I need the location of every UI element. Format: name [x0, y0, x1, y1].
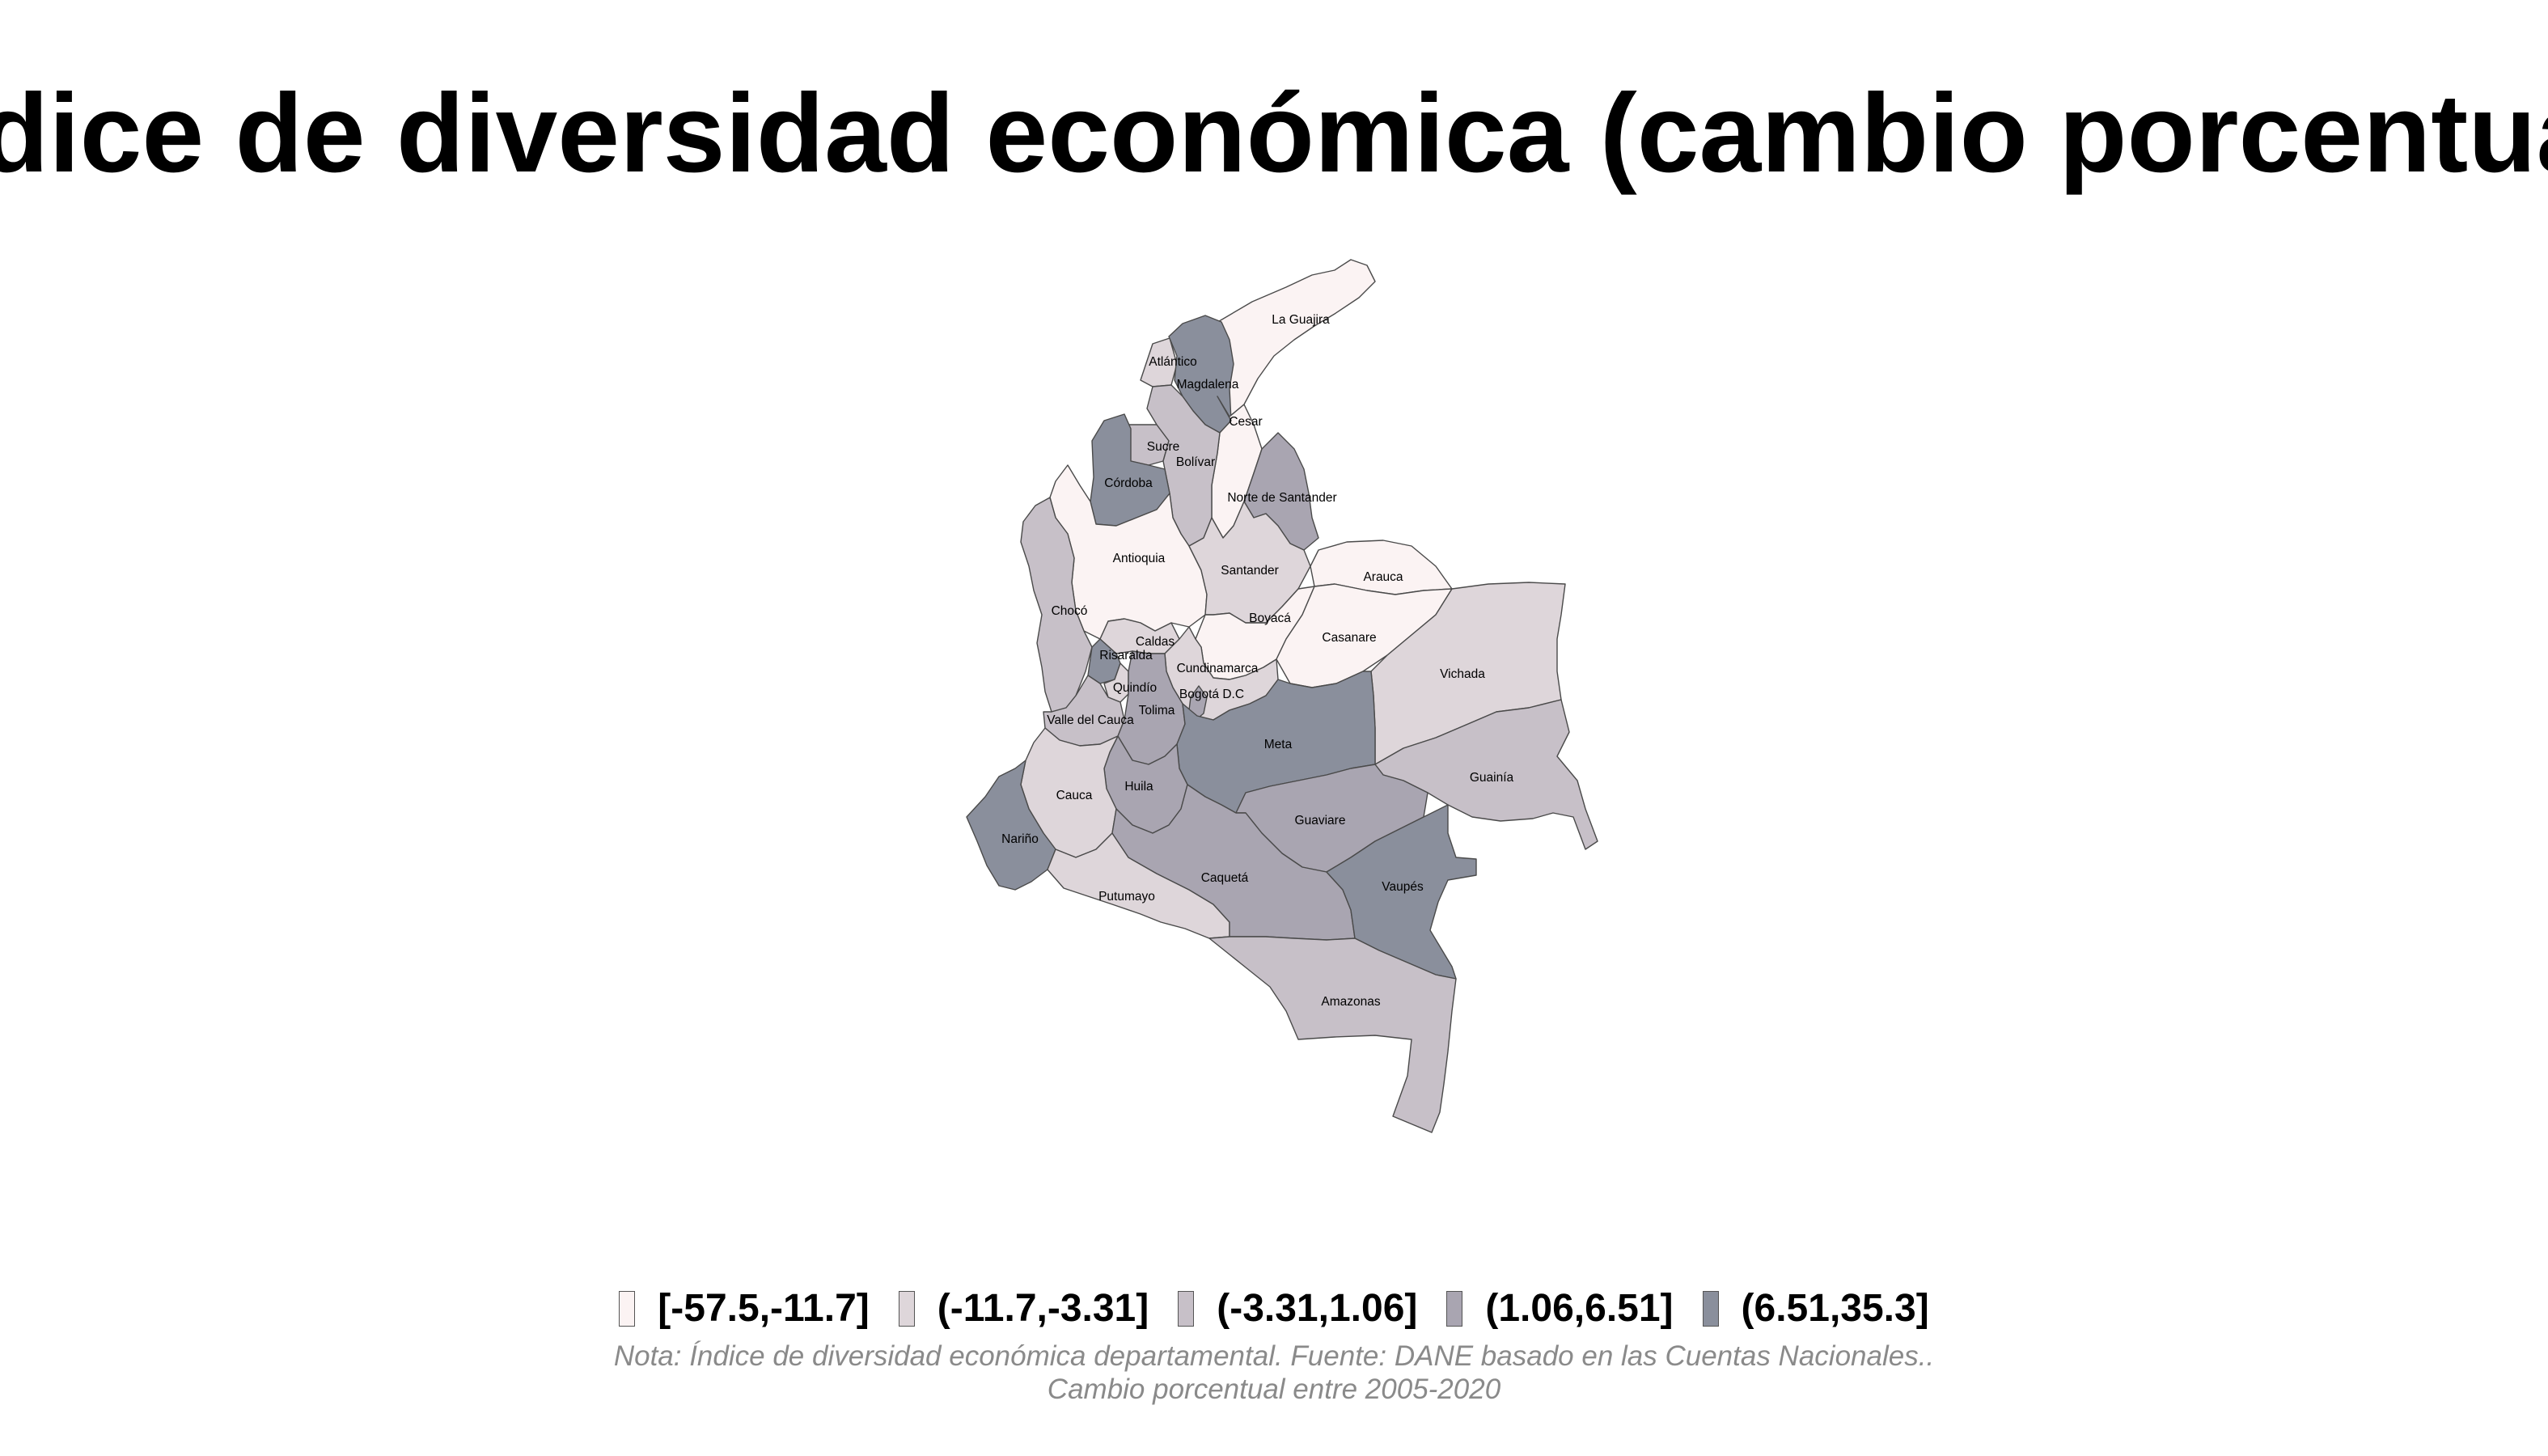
department-label-huila: Huila [1124, 780, 1153, 794]
legend-key [1702, 1290, 1719, 1327]
legend-label: (1.06,6.51] [1485, 1287, 1674, 1330]
department-label-risaralda: Risaralda [1099, 649, 1153, 662]
department-label-meta: Meta [1264, 738, 1293, 751]
legend-label: (-3.31,1.06] [1217, 1287, 1418, 1330]
map-title: Índice de diversidad económica (cambio p… [0, 71, 2548, 196]
legend-item: (-11.7,-3.31] [898, 1286, 1149, 1331]
department-label-narino: Nariño [1001, 832, 1039, 846]
department-label-quindio: Quindío [1113, 681, 1157, 695]
department-label-magdalena: Magdalena [1177, 378, 1239, 392]
department-label-valle-del-cauca: Valle del Cauca [1047, 713, 1134, 727]
department-label-guainia: Guainía [1470, 771, 1514, 785]
legend-key [1446, 1290, 1463, 1327]
department-label-putumayo: Putumayo [1098, 890, 1155, 904]
department-caqueta [1111, 784, 1356, 941]
department-narino [966, 760, 1056, 891]
department-label-la-guajira: La Guajira [1272, 313, 1330, 327]
legend-item: (-3.31,1.06] [1178, 1286, 1417, 1331]
legend-label: [-57.5,-11.7] [658, 1287, 870, 1330]
department-label-caldas: Caldas [1136, 635, 1175, 649]
department-label-arauca: Arauca [1363, 570, 1403, 584]
department-label-caqueta: Caquetá [1201, 871, 1249, 885]
department-label-norte-de-santander: Norte de Santander [1227, 491, 1336, 505]
legend-item: [-57.5,-11.7] [619, 1286, 870, 1331]
department-label-bogota-d-c: Bogotá D.C [1179, 688, 1244, 701]
legend-label: (-11.7,-3.31] [937, 1287, 1149, 1330]
department-label-cesar: Cesar [1229, 415, 1262, 429]
source-note: Nota: Índice de diversidad económica dep… [0, 1340, 2548, 1406]
legend-label: (6.51,35.3] [1741, 1287, 1929, 1330]
legend-key [898, 1290, 915, 1327]
department-label-cordoba: Córdoba [1104, 476, 1153, 490]
note-line-1: Nota: Índice de diversidad económica dep… [613, 1340, 1935, 1372]
department-label-cauca: Cauca [1056, 789, 1093, 802]
department-label-santander: Santander [1221, 564, 1279, 578]
legend: [-57.5,-11.7] (-11.7,-3.31] (-3.31,1.06]… [0, 1286, 2548, 1331]
department-label-amazonas: Amazonas [1321, 995, 1380, 1009]
department-amazonas [1208, 936, 1457, 1133]
note-line-2: Cambio porcentual entre 2005-2020 [1047, 1373, 1501, 1405]
department-label-bolivar: Bolívar [1176, 455, 1215, 469]
department-label-cundinamarca: Cundinamarca [1177, 662, 1259, 675]
legend-key [619, 1290, 636, 1327]
department-label-vichada: Vichada [1440, 667, 1485, 681]
legend-item: (1.06,6.51] [1446, 1286, 1674, 1331]
department-label-boyaca: Boyacá [1249, 612, 1291, 625]
department-label-sucre: Sucre [1147, 440, 1180, 454]
department-la-guajira [1210, 259, 1376, 417]
department-guainia [1374, 699, 1598, 850]
department-label-casanare: Casanare [1322, 631, 1376, 645]
department-label-atlantico: Atlántico [1149, 355, 1196, 369]
department-label-choco: Chocó [1052, 604, 1088, 618]
legend-key [1178, 1290, 1195, 1327]
legend-item: (6.51,35.3] [1702, 1286, 1929, 1331]
department-choco [1020, 497, 1093, 713]
department-label-antioquia: Antioquia [1113, 552, 1166, 565]
department-caldas [1099, 618, 1180, 654]
department-label-tolima: Tolima [1139, 704, 1175, 717]
department-label-guaviare: Guaviare [1295, 814, 1346, 827]
department-label-vaupes: Vaupés [1382, 880, 1424, 894]
